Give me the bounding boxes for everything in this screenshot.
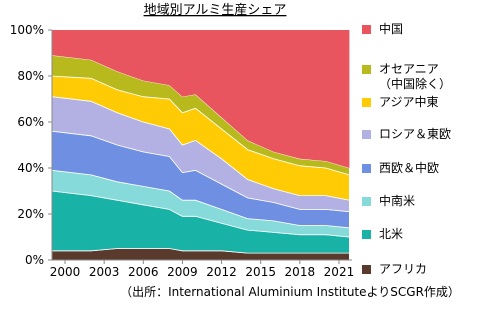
area	[51, 54, 350, 176]
legend-label: オセアニア （中国除く）	[379, 62, 452, 91]
legend-item: オセアニア （中国除く）	[362, 62, 451, 92]
y-tick-label: 20%	[17, 207, 44, 221]
legend-swatch	[362, 65, 371, 74]
y-tick-label: 60%	[17, 115, 44, 129]
legend-item: 西欧＆中欧	[362, 161, 439, 176]
legend-item: ロシア＆東欧	[362, 127, 451, 142]
chart-title: 地域別アルミ生産シェア	[144, 2, 287, 18]
legend-item: アフリカ	[362, 262, 427, 277]
legend-item: 中国	[362, 22, 403, 37]
y-tick-label: 40%	[17, 161, 44, 175]
area	[52, 30, 350, 168]
source-note: （出所：International Aluminium InstituteよりS…	[120, 285, 460, 299]
x-tick-label: 2015	[245, 265, 276, 279]
legend-swatch	[362, 265, 371, 274]
legend-swatch	[362, 98, 371, 107]
legend-swatch	[362, 164, 371, 173]
y-tick-label: 100%	[10, 23, 44, 37]
legend-label: 中南米	[379, 194, 416, 208]
y-tick-label: 80%	[17, 69, 44, 83]
legend-label: 中国	[379, 22, 404, 36]
legend-swatch	[362, 130, 371, 139]
x-tick-label: 2000	[50, 265, 81, 279]
legend-item: アジア中東	[362, 95, 439, 110]
y-tick-label: 0%	[25, 253, 44, 267]
x-tick-label: 2006	[128, 265, 159, 279]
legend-swatch	[362, 25, 371, 34]
legend-item: 中南米	[362, 194, 415, 209]
x-tick-label: 2003	[89, 265, 120, 279]
x-tick-label: 2021	[324, 265, 355, 279]
legend-item: 北米	[362, 227, 403, 242]
legend-swatch	[362, 197, 371, 206]
x-tick-label: 2009	[167, 265, 198, 279]
legend-label: 西欧＆中欧	[379, 161, 440, 175]
legend-label: アフリカ	[379, 262, 428, 276]
legend-label: ロシア＆東欧	[379, 127, 452, 141]
legend-label: アジア中東	[379, 95, 439, 109]
legend-label: 北米	[379, 227, 404, 241]
x-tick-label: 2018	[285, 265, 316, 279]
legend-swatch	[362, 230, 371, 239]
x-tick-label: 2012	[206, 265, 237, 279]
